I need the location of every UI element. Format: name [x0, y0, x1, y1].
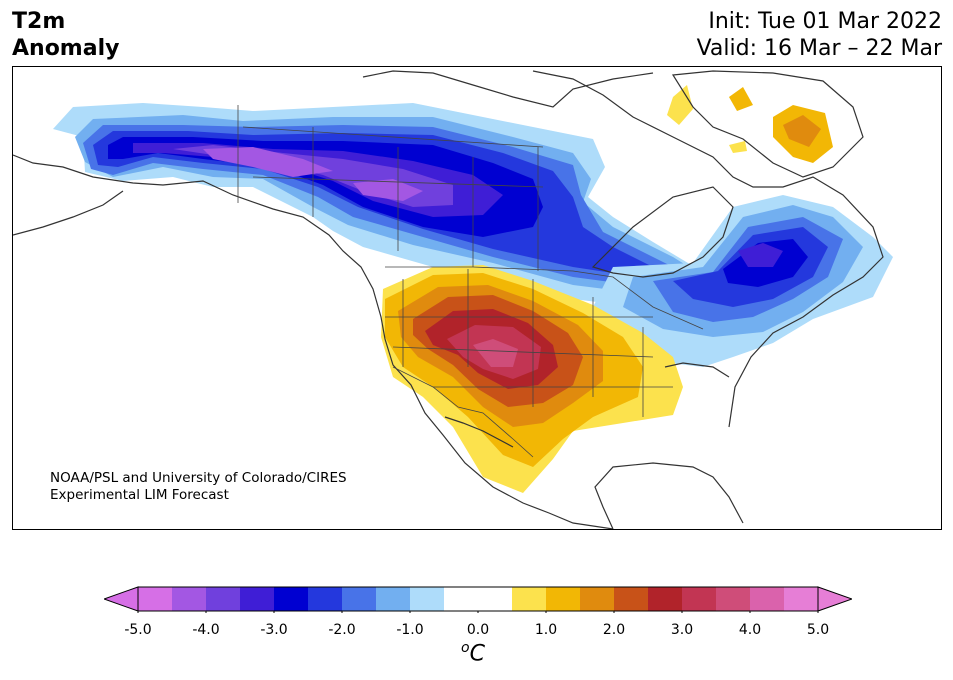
forecast-credit: NOAA/PSL and University of Colorado/CIRE…	[50, 470, 347, 504]
credit-line-2: Experimental LIM Forecast	[50, 487, 229, 503]
colorbar-segment	[614, 587, 649, 611]
colorbar-segment	[750, 587, 785, 611]
temperature-colorbar	[104, 586, 852, 613]
unit-letter: C	[469, 641, 485, 667]
degree-marker: o	[461, 640, 470, 656]
colorbar-segment	[240, 587, 275, 611]
colorbar-segment	[444, 587, 479, 611]
colorbar-segment	[546, 587, 581, 611]
colorbar-tick-label: 4.0	[738, 622, 762, 638]
colorbar-segment	[342, 587, 377, 611]
warm-anomaly-greenland	[667, 85, 833, 163]
colorbar-segment	[138, 587, 173, 611]
anomaly-map: NOAA/PSL and University of Colorado/CIRE…	[12, 66, 942, 530]
colorbar-tick-label: -5.0	[124, 622, 152, 638]
colorbar-unit-label: oC	[461, 640, 485, 666]
colorbar-segment	[682, 587, 717, 611]
init-date: Init: Tue 01 Mar 2022	[708, 9, 942, 34]
colorbar-tick-label: 5.0	[806, 622, 830, 638]
colorbar-tick-label: -4.0	[192, 622, 220, 638]
warm-anomaly-south	[381, 265, 683, 493]
colorbar-segment	[172, 587, 207, 611]
colorbar-segment	[478, 587, 513, 611]
colorbar-tick-label: 0.0	[466, 622, 490, 638]
colorbar-tick-label: 2.0	[602, 622, 626, 638]
forecast-dates: Init: Tue 01 Mar 2022 Valid: 16 Mar – 22…	[697, 8, 942, 62]
colorbar-segment	[376, 587, 411, 611]
colorbar-segment	[716, 587, 751, 611]
colorbar-tick-label: -2.0	[328, 622, 356, 638]
title-line-1: T2m	[12, 9, 66, 34]
colorbar-segment	[580, 587, 615, 611]
colorbar-tick-label: -1.0	[396, 622, 424, 638]
colorbar-segment	[274, 587, 309, 611]
valid-dates: Valid: 16 Mar – 22 Mar	[696, 36, 942, 61]
colorbar-segment	[410, 587, 445, 611]
colorbar-segment	[784, 587, 819, 611]
colorbar-segment	[308, 587, 343, 611]
colorbar-tick-label: 1.0	[534, 622, 558, 638]
map-canvas	[13, 70, 893, 529]
cold-anomaly-northeast	[593, 195, 893, 367]
colorbar-segment	[512, 587, 547, 611]
credit-line-1: NOAA/PSL and University of Colorado/CIRE…	[50, 470, 347, 486]
colorbar-segment	[648, 587, 683, 611]
colorbar-tick-label: -3.0	[260, 622, 288, 638]
coastlines	[13, 70, 884, 529]
political-borders	[237, 105, 704, 458]
colorbar-tick-label: 3.0	[670, 622, 694, 638]
colorbar-segment	[206, 587, 241, 611]
colorbar-extend-low	[104, 586, 139, 612]
colorbar-extend-high	[817, 586, 852, 612]
map-title: T2m Anomaly	[12, 8, 119, 62]
title-line-2: Anomaly	[12, 36, 120, 61]
